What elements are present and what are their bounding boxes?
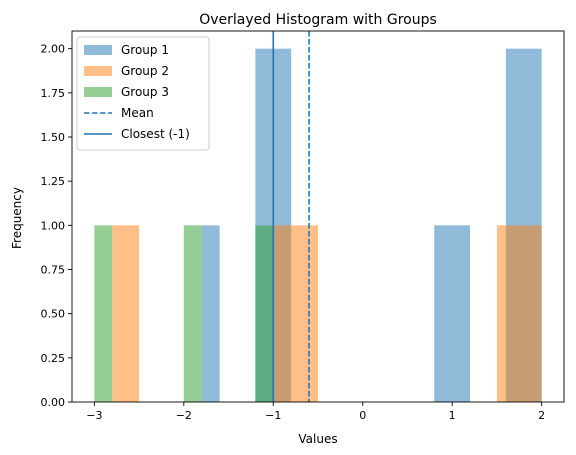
- bar-series-1-bin-3: [434, 225, 471, 402]
- legend-label: Mean: [121, 106, 154, 120]
- x-tick-label: −1: [265, 409, 281, 422]
- legend-swatch: [84, 45, 112, 55]
- y-tick-label: 0.75: [41, 264, 66, 277]
- legend-swatch: [84, 87, 112, 97]
- bar-series-3-bin-2: [183, 225, 202, 402]
- y-tick-label: 0.50: [41, 308, 66, 321]
- bar-series-3-bin-3: [255, 225, 274, 402]
- x-axis-label: Values: [298, 432, 337, 446]
- bar-series-2-bin-2: [273, 225, 318, 402]
- y-tick-label: 1.75: [41, 87, 66, 100]
- y-tick-label: 2.00: [41, 43, 66, 56]
- plot-area: −3 −2 −1 0 1 2 0.00 0.25 0.50 0.75 1.00 1.25 1.50 1.7…: [41, 30, 565, 422]
- bar-series-2-bin-1: [112, 225, 140, 402]
- y-tick-label: 1.25: [41, 175, 66, 188]
- x-tick-label: −2: [176, 409, 192, 422]
- legend-label: Group 2: [121, 64, 169, 78]
- legend-swatch: [84, 66, 112, 76]
- y-tick-label: 0.00: [41, 396, 66, 409]
- x-tick-label: 0: [359, 409, 366, 422]
- bar-series-2-bin-3: [496, 225, 542, 402]
- bar-series-1-bin-1: [201, 225, 220, 402]
- chart-title: Overlayed Histogram with Groups: [199, 12, 437, 28]
- x-tick-label: 1: [449, 409, 456, 422]
- bar-series-3-bin-1: [94, 225, 113, 402]
- legend-box: [76, 36, 210, 151]
- legend: Group 1 Group 2 Group 3 Mean Closest (-1): [76, 36, 210, 151]
- legend-label: Closest (-1): [121, 127, 190, 141]
- legend-label: Group 3: [121, 85, 169, 99]
- y-axis-label: Frequency: [10, 187, 24, 249]
- axes-frame: [71, 30, 565, 403]
- y-tick-label: 1.00: [41, 219, 66, 232]
- y-tick-label: 1.50: [41, 131, 66, 144]
- x-tick-label: 2: [538, 409, 545, 422]
- x-tick-label: −3: [86, 409, 102, 422]
- legend-label: Group 1: [121, 43, 169, 57]
- y-tick-label: 0.25: [41, 352, 66, 365]
